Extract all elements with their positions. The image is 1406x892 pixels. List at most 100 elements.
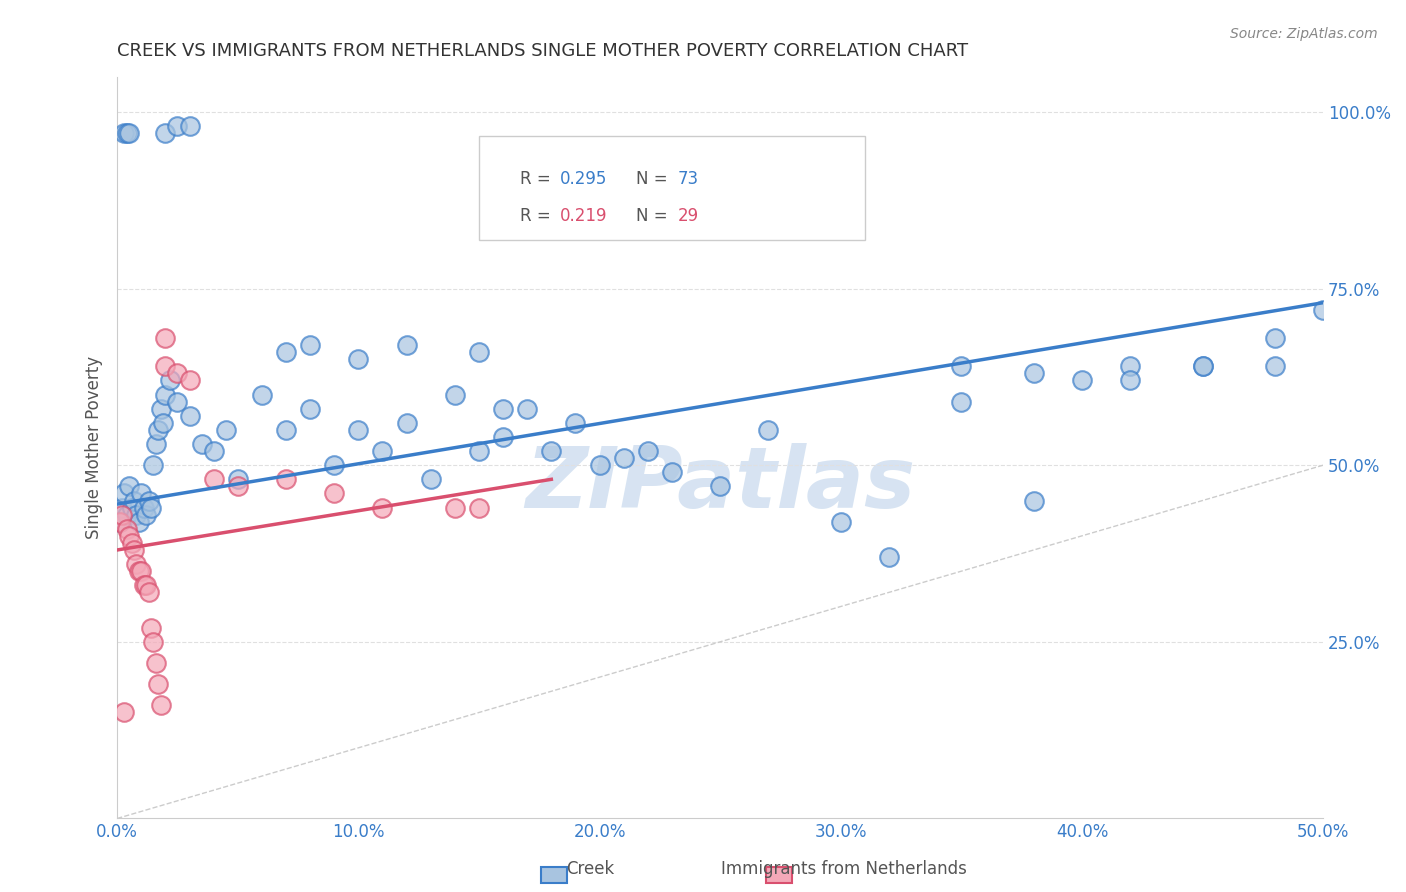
Point — [152, 416, 174, 430]
Point — [347, 352, 370, 367]
Point — [112, 126, 135, 140]
Point — [299, 338, 322, 352]
Point — [709, 479, 731, 493]
Point — [540, 444, 562, 458]
Text: R =: R = — [520, 207, 555, 225]
Point — [149, 401, 172, 416]
Point — [166, 119, 188, 133]
Point — [115, 508, 138, 522]
FancyBboxPatch shape — [491, 211, 510, 228]
Point — [1022, 493, 1045, 508]
Point — [347, 423, 370, 437]
FancyBboxPatch shape — [491, 173, 510, 192]
Point — [132, 578, 155, 592]
Point — [274, 345, 297, 359]
Point — [115, 126, 138, 140]
Point — [148, 423, 170, 437]
Point — [1191, 359, 1213, 374]
Y-axis label: Single Mother Poverty: Single Mother Poverty — [86, 356, 103, 539]
Point — [139, 621, 162, 635]
Point — [202, 444, 225, 458]
Point — [877, 549, 900, 564]
Point — [155, 331, 177, 345]
Point — [166, 367, 188, 381]
Point — [108, 515, 131, 529]
Text: N =: N = — [636, 207, 672, 225]
Point — [115, 522, 138, 536]
Point — [419, 472, 441, 486]
Point — [138, 493, 160, 508]
Point — [637, 444, 659, 458]
Point — [118, 126, 141, 140]
Text: N =: N = — [636, 170, 672, 188]
Point — [142, 458, 165, 473]
Point — [468, 500, 491, 515]
Point — [1312, 302, 1334, 317]
Point — [131, 486, 153, 500]
Point — [758, 423, 780, 437]
Point — [122, 493, 145, 508]
Point — [155, 126, 177, 140]
Text: Immigrants from Netherlands: Immigrants from Netherlands — [721, 860, 966, 878]
Point — [613, 451, 636, 466]
Point — [1119, 359, 1142, 374]
Point — [1264, 331, 1286, 345]
Point — [830, 515, 852, 529]
Point — [661, 465, 683, 479]
Point — [395, 338, 418, 352]
Point — [139, 500, 162, 515]
Point — [250, 387, 273, 401]
Point — [492, 401, 515, 416]
Text: R =: R = — [520, 170, 555, 188]
Point — [112, 486, 135, 500]
Point — [112, 706, 135, 720]
Point — [128, 515, 150, 529]
Point — [111, 500, 134, 515]
Point — [274, 423, 297, 437]
Point — [299, 401, 322, 416]
Text: 0.219: 0.219 — [560, 207, 607, 225]
Point — [155, 387, 177, 401]
Point — [145, 437, 167, 451]
Point — [108, 515, 131, 529]
Point — [179, 373, 201, 387]
Point — [588, 458, 610, 473]
Point — [468, 444, 491, 458]
Point — [149, 698, 172, 713]
Point — [323, 458, 346, 473]
Point — [166, 394, 188, 409]
Point — [516, 401, 538, 416]
Text: Creek: Creek — [567, 860, 614, 878]
Point — [118, 479, 141, 493]
Point — [1191, 359, 1213, 374]
Text: Source: ZipAtlas.com: Source: ZipAtlas.com — [1230, 27, 1378, 41]
Point — [950, 394, 973, 409]
Point — [1071, 373, 1094, 387]
Point — [395, 416, 418, 430]
Text: 0.295: 0.295 — [560, 170, 607, 188]
Point — [132, 500, 155, 515]
Text: 29: 29 — [678, 207, 699, 225]
Point — [215, 423, 238, 437]
Point — [125, 508, 148, 522]
Point — [121, 536, 143, 550]
Point — [121, 500, 143, 515]
Point — [159, 373, 181, 387]
Point — [564, 416, 586, 430]
Point — [131, 564, 153, 578]
Point — [444, 387, 467, 401]
Point — [179, 119, 201, 133]
Point — [492, 430, 515, 444]
Point — [135, 508, 157, 522]
Point — [1119, 373, 1142, 387]
FancyBboxPatch shape — [479, 136, 865, 240]
Text: CREEK VS IMMIGRANTS FROM NETHERLANDS SINGLE MOTHER POVERTY CORRELATION CHART: CREEK VS IMMIGRANTS FROM NETHERLANDS SIN… — [117, 42, 969, 60]
Point — [226, 472, 249, 486]
Point — [155, 359, 177, 374]
Point — [190, 437, 212, 451]
Point — [226, 479, 249, 493]
Text: ZIPatlas: ZIPatlas — [524, 443, 915, 526]
Point — [125, 557, 148, 571]
Point — [148, 677, 170, 691]
Point — [444, 500, 467, 515]
